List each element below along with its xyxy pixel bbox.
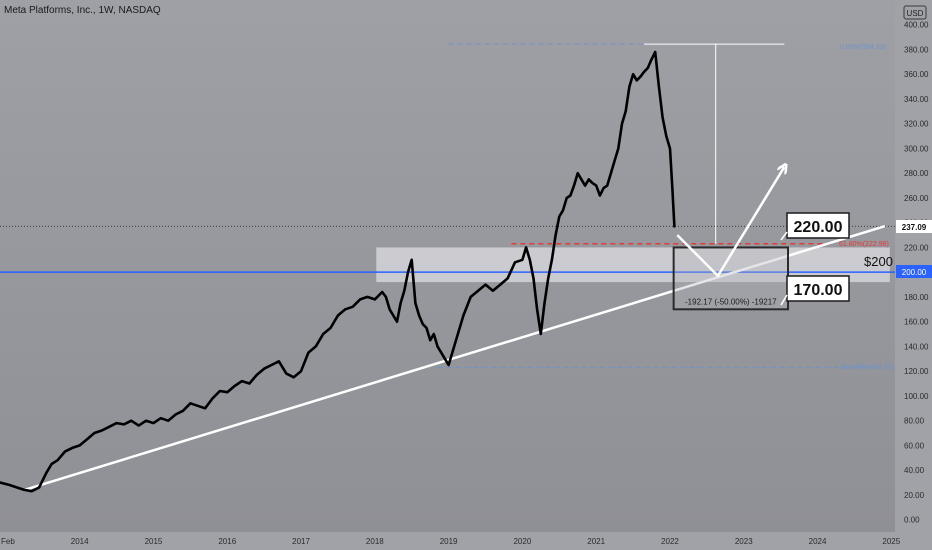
- callout-170[interactable]: 170.00: [780, 275, 850, 306]
- currency-badge[interactable]: USD: [903, 5, 927, 20]
- fib-0-label: 0.00%(384.33): [840, 44, 886, 51]
- y-tick-label: 160.00: [904, 318, 929, 327]
- callout-170-leader: [780, 294, 788, 306]
- y-tick-label: 20.00: [904, 491, 925, 500]
- currency-badge-box: [903, 5, 927, 20]
- callout-220-text: 220.00: [794, 219, 843, 236]
- last-price-tag[interactable]: 237.09: [896, 220, 932, 233]
- blue-line-tag-box: [896, 265, 932, 278]
- projection-path: [676, 167, 784, 278]
- last-price-tag-box: [896, 220, 932, 233]
- callout-220-box: [786, 212, 850, 239]
- y-tick-label: 100.00: [904, 392, 929, 401]
- blue-line-price-text: 200.00: [902, 268, 927, 277]
- x-tick-label: 2016: [218, 537, 236, 546]
- y-tick-label: 400.00: [904, 21, 929, 30]
- x-tick-label: 2018: [366, 537, 384, 546]
- y-tick-label: 40.00: [904, 466, 925, 475]
- y-tick-label: 380.00: [904, 45, 929, 54]
- currency-label: USD: [907, 9, 924, 18]
- x-tick-label: Feb: [1, 537, 15, 546]
- y-tick-label: 60.00: [904, 441, 925, 450]
- x-tick-label: 2021: [587, 537, 605, 546]
- y-tick-label: 80.00: [904, 417, 925, 426]
- time-axis[interactable]: Feb 2014 2015 2016 2017 2018 2019 2020 2021 2022 2…: [1, 537, 901, 546]
- x-tick-label: 2019: [440, 537, 458, 546]
- support-200-label: $200: [864, 254, 893, 269]
- callout-170-box: [786, 275, 850, 302]
- time-axis-panel: [0, 532, 932, 550]
- y-tick-label: 300.00: [904, 144, 929, 153]
- y-tick-label: 360.00: [904, 70, 929, 79]
- callout-220-leader: [780, 231, 788, 241]
- fib-100-text: 100.00%(123.00): [840, 364, 894, 371]
- y-tick-label: 180.00: [904, 293, 929, 302]
- x-tick-label: 2025: [882, 537, 900, 546]
- blue-line-tag[interactable]: 200.00: [896, 265, 932, 278]
- fib-618-label: 61.80%(222.98): [839, 241, 889, 248]
- x-tick-label: 2015: [145, 537, 163, 546]
- y-tick-label: 280.00: [904, 169, 929, 178]
- price-series-line: [0, 50, 676, 493]
- trend-line-path: [23, 225, 886, 492]
- y-tick-label: 320.00: [904, 120, 929, 129]
- callout-170-text: 170.00: [794, 282, 843, 299]
- x-tick-label: 2020: [513, 537, 531, 546]
- y-tick-label: 120.00: [904, 367, 929, 376]
- y-tick-label: 340.00: [904, 95, 929, 104]
- y-tick-label: 0.00: [904, 516, 920, 525]
- callout-220[interactable]: 220.00: [780, 212, 850, 241]
- last-price-text: 237.09: [902, 223, 927, 232]
- trend-line[interactable]: [23, 225, 886, 492]
- y-tick-label: 260.00: [904, 194, 929, 203]
- x-tick-label: 2024: [809, 537, 827, 546]
- projection-arrow[interactable]: [676, 167, 784, 278]
- fib-618-text: 61.80%(222.98): [839, 241, 889, 248]
- y-tick-label: 140.00: [904, 342, 929, 351]
- y-tick-label: 220.00: [904, 243, 929, 252]
- fib-0-text: 0.00%(384.33): [840, 44, 886, 51]
- fib-100-label: 100.00%(123.00): [840, 364, 894, 371]
- price-series: [0, 50, 676, 493]
- reference-lines[interactable]: [0, 43, 895, 368]
- x-tick-label: 2014: [71, 537, 89, 546]
- chart-title: Meta Platforms, Inc., 1W, NASDAQ: [4, 5, 161, 16]
- x-tick-label: 2017: [292, 537, 310, 546]
- x-tick-label: 2023: [735, 537, 753, 546]
- measure-text: -192.17 (-50.00%) -19217: [685, 297, 777, 306]
- x-tick-label: 2022: [661, 537, 679, 546]
